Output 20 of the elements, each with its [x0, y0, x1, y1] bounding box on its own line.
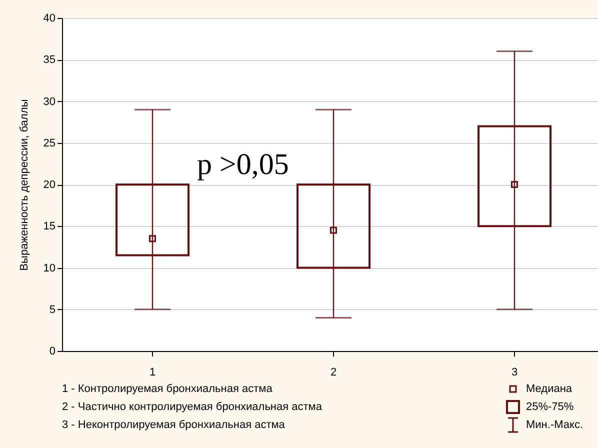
- y-tick-label: 35: [43, 54, 56, 66]
- y-tick-label: 30: [43, 96, 56, 108]
- x-tick-label: 1: [149, 366, 156, 378]
- y-tick-label: 25: [43, 137, 56, 150]
- y-tick-label: 15: [43, 220, 56, 233]
- y-tick-label: 5: [49, 304, 56, 316]
- y-tick-label: 20: [43, 179, 56, 191]
- y-tick-label: 0: [49, 346, 56, 358]
- text: 2 - Частично контролируемая бронхиальная астма: [62, 400, 322, 415]
- text: Мин.-Макс.: [526, 418, 583, 433]
- text: 25%-75%: [526, 400, 574, 415]
- text: Медиана: [526, 382, 572, 397]
- text: 3 - Неконтролируемая бронхиальная астма: [62, 418, 286, 433]
- x-tick-label: 3: [511, 366, 518, 378]
- x-tick-label: 2: [330, 366, 337, 378]
- y-tick-label: 10: [43, 262, 56, 274]
- annotation: p >0,05: [197, 148, 289, 182]
- y-axis-title: Выраженность депрессии, баллы: [18, 99, 30, 271]
- text: 1 - Контролируемая бронхиальная астма: [62, 382, 274, 397]
- y-tick-label: 40: [43, 12, 56, 24]
